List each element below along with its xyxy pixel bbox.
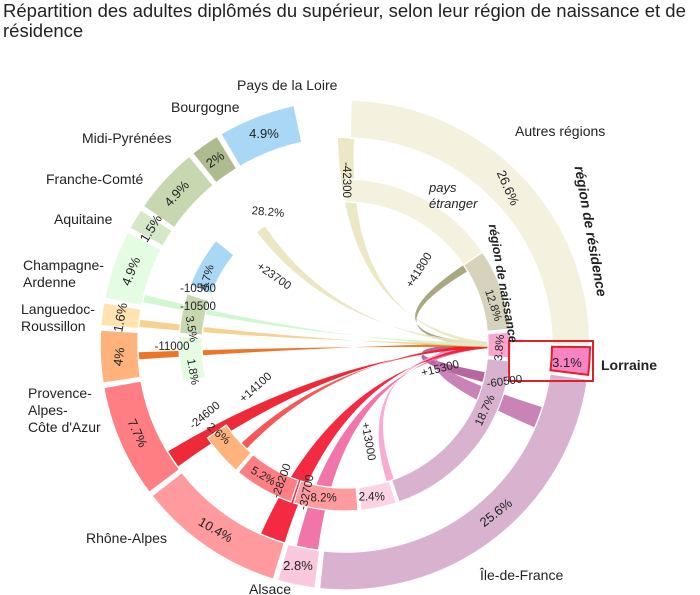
flow-label-autres-regions: -42300	[340, 162, 352, 198]
flow-ribbon-ile-de-france	[435, 342, 543, 428]
residence-arc-pays-de-la-loire	[219, 104, 303, 168]
birth-arc-alsace	[358, 480, 398, 511]
lorraine-highlight-box	[508, 340, 594, 382]
residence-percent-lorraine: 3.1%	[552, 355, 582, 370]
flow-label-pays-etranger: +41800	[404, 251, 435, 290]
birth-percent-rhone-alpes: 8.2%	[310, 493, 336, 505]
flow-ribbon-ile-de-france	[421, 342, 500, 382]
flow-ribbons	[138, 137, 543, 551]
residence-arc-lorraine	[549, 345, 592, 377]
residence-percent-pays-de-la-loire: 4.9%	[249, 126, 279, 141]
flow-label-languedoc-roussillon: -11000	[155, 341, 190, 353]
birth-ring	[178, 178, 512, 512]
residence-name-rhone-alpes: Rhône-Alpes	[86, 530, 167, 546]
residence-name-franche-comte: Franche-Comté	[46, 171, 143, 187]
birth-arc-provence-alpes-cote-d-azur	[237, 453, 300, 503]
flow-label-champagne-ardenne: -10500	[180, 283, 216, 295]
residence-name-champagne-ardenne-1: Champagne-	[23, 257, 104, 273]
birth-arc-pays-etranger	[462, 251, 511, 332]
birth-arc-aquitaine	[178, 335, 207, 384]
residence-arc-midi-pyrenees	[142, 154, 215, 229]
residence-name-provence-alpes-cote-d-azur-1: Provence-	[28, 385, 92, 401]
residence-arc-languedoc-roussillon	[99, 329, 142, 385]
birth-arc-languedoc-roussillon	[206, 424, 253, 472]
residence-name-champagne-ardenne-2: Ardenne	[23, 274, 76, 290]
residence-arc-bourgogne	[191, 135, 238, 185]
flow-ribbon-alsace	[296, 342, 500, 551]
residence-percent-champagne-ardenne: 1.6%	[110, 301, 130, 333]
residence-name-alsace: Alsace	[249, 581, 291, 595]
birth-percent-aquitaine: 1.8%	[184, 358, 200, 386]
residence-arc-alsace	[276, 543, 321, 590]
birth-percent-alsace: 2.4%	[359, 492, 385, 504]
residence-arc-provence-alpes-cote-d-azur	[102, 380, 181, 494]
flow-label-aquitaine: -10500	[180, 301, 216, 313]
residence-name-languedoc-roussillon-2: Roussillon	[21, 318, 86, 334]
birth-arc-pays-de-la-loire	[189, 239, 235, 295]
residence-name-pays-de-la-loire: Pays de la Loire	[237, 77, 338, 93]
residence-arc-aquitaine	[103, 230, 163, 307]
residence-ring	[99, 99, 592, 591]
residence-name-languedoc-roussillon-1: Languedoc-	[21, 301, 95, 317]
residence-name-provence-alpes-cote-d-azur-2: Alpes-	[28, 402, 68, 418]
residence-name-provence-alpes-cote-d-azur-3: Côte d'Azur	[28, 419, 101, 435]
residence-arc-champagne-ardenne	[99, 301, 142, 330]
residence-name-ile-de-france: Île-de-France	[479, 567, 563, 583]
labels	[508, 340, 594, 382]
lorraine-name: Lorraine	[601, 357, 657, 373]
flow-label-ile-de-france: -60500	[486, 374, 523, 391]
residence-percent-languedoc-roussillon: 4%	[110, 346, 128, 367]
birth-percent-lorraine: 3.8%	[493, 334, 507, 361]
birth-arc-rhone-alpes	[292, 480, 359, 512]
flow-label-alsace: +13000	[359, 421, 378, 461]
residence-percent-alsace: 2.8%	[283, 558, 313, 573]
residence-arc-ile-de-france	[318, 372, 589, 591]
birth-arc-ile-de-france	[390, 358, 511, 503]
residence-name-autres-regions: Autres régions	[515, 123, 605, 139]
residence-name-midi-pyrenees: Midi-Pyrénées	[82, 130, 171, 146]
birth-arc-midi-pyrenees	[178, 292, 210, 336]
residence-arc-autres-regions	[349, 99, 591, 346]
residence-arc-franche-comte	[128, 208, 174, 248]
residence-name-bourgogne: Bourgogne	[171, 99, 240, 115]
flow-ribbon-rhone-alpes	[260, 342, 500, 543]
chart-title: Répartition des adultes diplômés du supé…	[3, 0, 686, 41]
residence-name-aquitaine: Aquitaine	[54, 211, 113, 227]
abroad-title-1: pays	[428, 180, 457, 195]
birth-percent-midi-pyrenees: 3.5%	[183, 315, 199, 343]
residence-arc-rhone-alpes	[150, 471, 286, 581]
birth-percent-autres-regions: 28.2%	[251, 205, 285, 220]
abroad-title-2: étranger	[429, 196, 478, 211]
